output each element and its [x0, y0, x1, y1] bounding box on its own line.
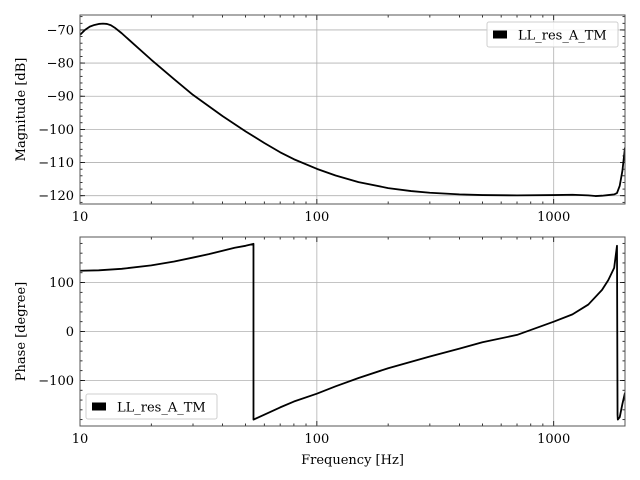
y-tick-label: −110	[38, 156, 74, 171]
legend-swatch	[493, 30, 507, 39]
legend-label: LL_res_A_TM	[518, 29, 607, 44]
y-tick-label: 0	[66, 325, 74, 340]
legend-label: LL_res_A_TM	[117, 401, 206, 416]
x-axis-label: Frequency [Hz]	[301, 453, 404, 468]
legend-swatch	[92, 402, 106, 411]
legend: LL_res_A_TM	[486, 21, 619, 48]
y-tick-label: −120	[38, 189, 74, 204]
x-tick-label: 100	[304, 210, 329, 225]
y-axis-label: Phase [degree]	[14, 282, 29, 381]
legend-box	[85, 393, 218, 420]
x-tick-label: 100	[304, 432, 329, 447]
y-axis-label: Magnitude [dB]	[14, 58, 29, 162]
y-tick-label: −80	[47, 57, 74, 72]
y-tick-label: −100	[38, 374, 74, 389]
y-tick-label: 100	[49, 276, 74, 291]
x-tick-label: 10	[72, 210, 89, 225]
legend-box	[486, 21, 619, 48]
plot-frame	[79, 236, 626, 427]
series-line	[80, 22, 625, 197]
plot-frame	[79, 14, 626, 205]
panel-magnitude: 10 100 1000 −70 −80 −90 −100 −110 −120 Magnitude …	[14, 14, 626, 225]
x-tick-label: 1000	[537, 210, 570, 225]
x-tick-label: 1000	[537, 432, 570, 447]
y-tick-label: −90	[47, 90, 74, 105]
series-line	[80, 242, 625, 421]
y-tick-label: −70	[47, 23, 74, 38]
x-tick-label: 10	[72, 432, 89, 447]
legend: LL_res_A_TM	[85, 393, 218, 420]
y-tick-label: −100	[38, 123, 74, 138]
